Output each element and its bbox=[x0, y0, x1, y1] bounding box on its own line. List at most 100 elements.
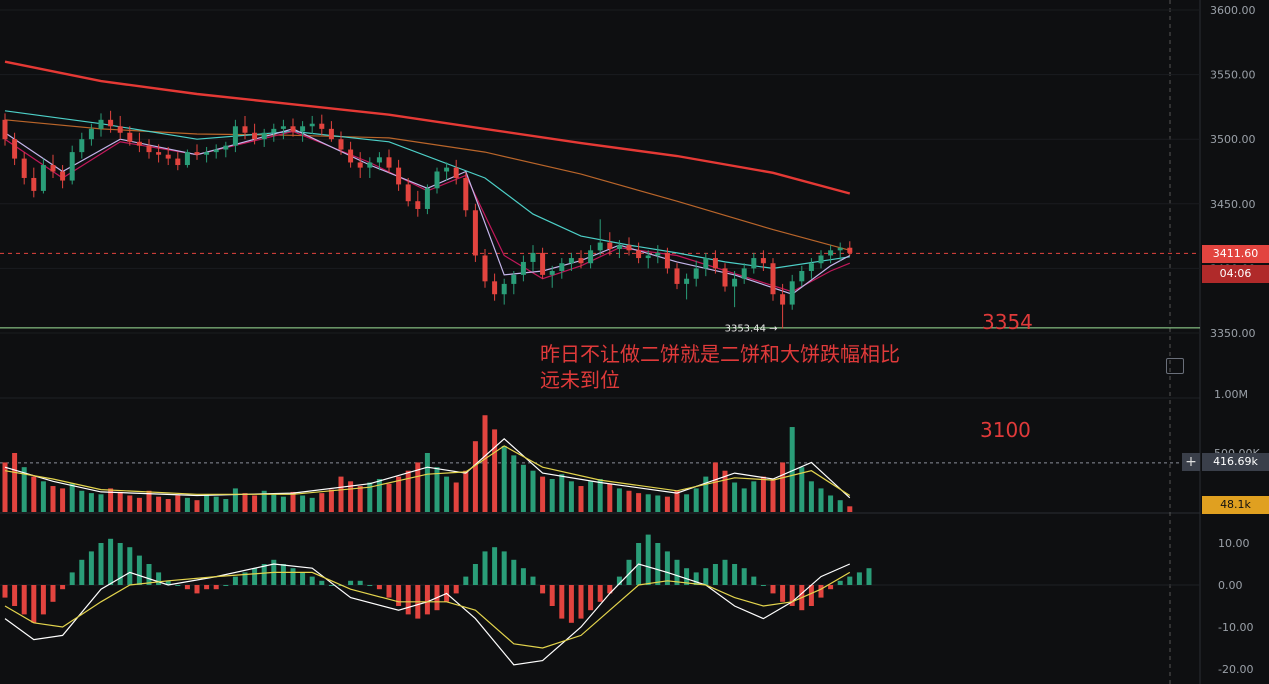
candle-body bbox=[136, 141, 142, 146]
macd-histogram-bar bbox=[607, 585, 613, 594]
volume-bar bbox=[424, 453, 430, 512]
candle-body bbox=[511, 274, 517, 284]
candle-body bbox=[12, 139, 18, 159]
candle-body bbox=[492, 281, 498, 295]
volume-bar bbox=[501, 445, 507, 512]
volume-bar bbox=[367, 482, 373, 512]
macd-histogram-bar bbox=[549, 585, 555, 606]
macd-histogram-bar bbox=[108, 538, 114, 585]
volume-bar bbox=[780, 462, 786, 512]
candle-body bbox=[597, 242, 603, 251]
macd-histogram-bar bbox=[540, 585, 546, 594]
volume-bar bbox=[712, 462, 718, 512]
candle-body bbox=[472, 210, 478, 256]
candle-body bbox=[453, 167, 459, 178]
price-tick-label: 3550.00 bbox=[1210, 69, 1256, 82]
candle-body bbox=[165, 154, 171, 159]
macd-histogram-bar bbox=[645, 534, 651, 585]
macd-histogram-bar bbox=[770, 585, 776, 594]
volume-bar bbox=[578, 486, 584, 512]
candle-body bbox=[828, 250, 834, 256]
countdown-tag: 04:06 bbox=[1202, 265, 1269, 283]
candle-body bbox=[741, 268, 747, 279]
candle-body bbox=[684, 278, 690, 284]
candle-body bbox=[396, 167, 402, 185]
candle-body bbox=[146, 145, 152, 153]
volume-bar bbox=[568, 481, 574, 512]
candle-body bbox=[664, 252, 670, 269]
volume-bar bbox=[21, 467, 27, 512]
current-price-tag: 3411.60 bbox=[1202, 245, 1269, 263]
volume-bar bbox=[751, 481, 757, 512]
volume-bar bbox=[194, 500, 200, 512]
macd-histogram-bar bbox=[88, 551, 94, 585]
macd-histogram-bar bbox=[127, 547, 133, 585]
volume-bar bbox=[741, 488, 747, 512]
macd-histogram-bar bbox=[184, 585, 190, 590]
crosshair-plus-icon[interactable]: + bbox=[1182, 453, 1200, 471]
macd-histogram-bar bbox=[511, 559, 517, 585]
macd-histogram-bar bbox=[146, 564, 152, 585]
low-price-label: 3353.44 → bbox=[725, 324, 778, 335]
volume-bar bbox=[463, 470, 469, 512]
volume-bar bbox=[146, 490, 152, 512]
volume-bar bbox=[799, 467, 805, 512]
volume-bar bbox=[309, 497, 315, 512]
volume-bar bbox=[492, 429, 498, 512]
candle-body bbox=[501, 283, 507, 295]
volume-bar bbox=[674, 490, 680, 512]
volume-bar bbox=[722, 470, 728, 512]
volume-bar bbox=[597, 478, 603, 512]
macd-histogram-bar bbox=[2, 585, 8, 598]
volume-bar bbox=[338, 476, 344, 512]
macd-histogram-bar bbox=[194, 585, 200, 594]
macd-histogram-bar bbox=[463, 576, 469, 585]
macd-histogram-bar bbox=[453, 585, 459, 594]
volume-bar bbox=[223, 499, 229, 512]
macd-histogram-bar bbox=[828, 585, 834, 590]
volume-bar bbox=[88, 493, 94, 512]
candle-body bbox=[463, 177, 469, 211]
candle-body bbox=[223, 145, 229, 150]
macd-histogram-bar bbox=[472, 564, 478, 585]
macd-histogram-bar bbox=[693, 572, 699, 585]
volume-bar bbox=[684, 494, 690, 512]
volume-bar bbox=[31, 476, 37, 512]
macd-histogram-bar bbox=[328, 585, 334, 586]
candle-body bbox=[60, 171, 66, 181]
candle-body bbox=[626, 245, 632, 251]
price-tick-label: 3500.00 bbox=[1210, 133, 1256, 146]
macd-histogram-bar bbox=[117, 543, 123, 585]
expand-icon[interactable] bbox=[1166, 358, 1184, 374]
candle-body bbox=[722, 268, 728, 287]
note-line-1: 昨日不让做二饼就是二饼和大饼跌幅相比 bbox=[540, 342, 900, 366]
macd-histogram-bar bbox=[741, 568, 747, 585]
volume-bar bbox=[386, 483, 392, 512]
candle-body bbox=[376, 157, 382, 163]
macd-histogram-bar bbox=[175, 585, 181, 586]
macd-histogram-bar bbox=[684, 568, 690, 585]
candle-body bbox=[847, 247, 853, 253]
macd-histogram-bar bbox=[751, 576, 757, 585]
volume-bar bbox=[300, 495, 306, 512]
macd-histogram-bar bbox=[252, 568, 258, 585]
macd-histogram-bar bbox=[242, 572, 248, 585]
candle-body bbox=[808, 263, 814, 271]
volume-bar bbox=[559, 474, 565, 512]
macd-histogram-bar bbox=[674, 559, 680, 585]
candle-body bbox=[415, 201, 421, 209]
volume-tick-label: 1.00M bbox=[1214, 388, 1248, 401]
macd-histogram-bar bbox=[165, 580, 171, 585]
candle-body bbox=[271, 128, 277, 133]
volume-bar bbox=[511, 455, 517, 512]
macd-histogram-bar bbox=[530, 576, 536, 585]
macd-histogram-bar bbox=[808, 585, 814, 606]
candle-body bbox=[837, 247, 843, 251]
candle-body bbox=[328, 128, 334, 140]
candle-body bbox=[213, 149, 219, 153]
macd-histogram-bar bbox=[405, 585, 411, 615]
candle-body bbox=[31, 177, 37, 191]
volume-bar bbox=[626, 490, 632, 512]
volume-bar bbox=[808, 481, 814, 512]
